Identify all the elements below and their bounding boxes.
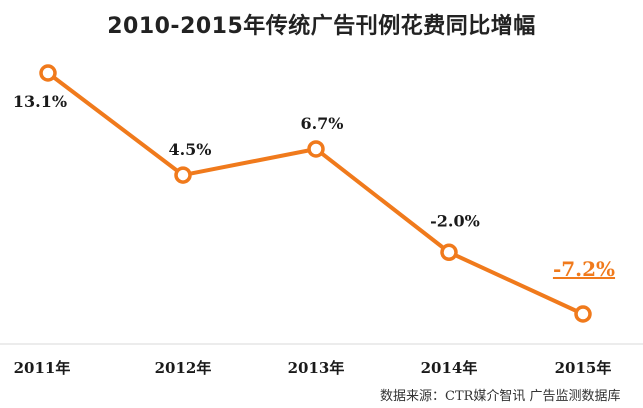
data-point-4 (440, 243, 458, 262)
data-label-3: 6.7% (300, 114, 343, 133)
x-tick-label-3: 2013年 (288, 359, 345, 377)
data-point-5 (574, 305, 592, 323)
data-point-1 (39, 64, 57, 82)
x-tick-label-1: 2011年 (14, 359, 71, 377)
data-label-5: -7.2% (553, 257, 615, 281)
data-point-2 (174, 166, 192, 184)
data-label-1: 13.1% (13, 92, 67, 111)
x-tick-label-2: 2012年 (155, 359, 212, 377)
source-note: 数据来源：CTR媒介智讯 广告监测数据库 (380, 389, 621, 404)
chart-title: 2010-2015年传统广告刊例花费同比增幅 (107, 14, 536, 39)
data-label-2: 4.5% (168, 140, 211, 159)
x-tick-label-4: 2014年 (421, 359, 478, 377)
series-line (46, 71, 585, 316)
data-label-4: -2.0% (430, 211, 480, 230)
x-tick-label-5: 2015年 (555, 359, 612, 377)
data-point-3 (307, 140, 325, 158)
